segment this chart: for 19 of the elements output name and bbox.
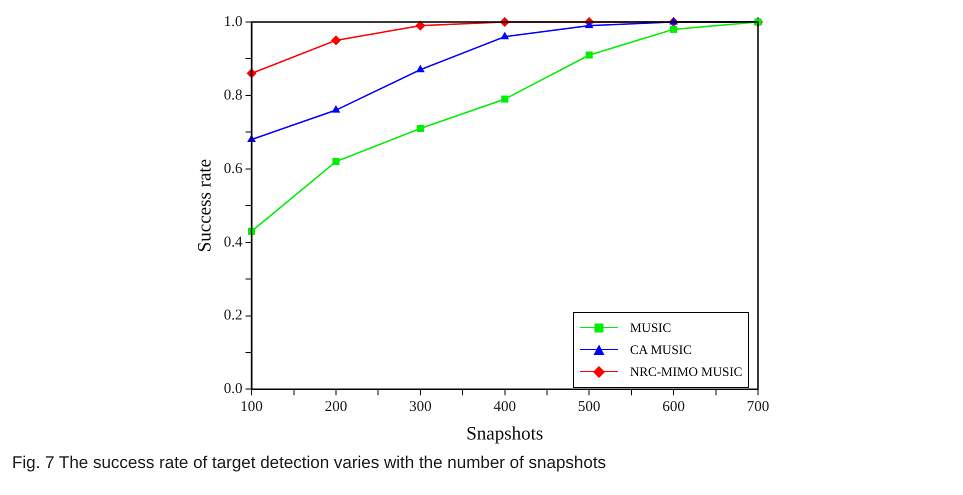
x-axis-title: Snapshots [466,424,544,445]
x-tick-label: 700 [746,399,770,416]
y-tick-label: 0.8 [224,87,243,104]
legend-label: MUSIC [630,320,672,336]
caption: Fig. 7 The success rate of target detection varies with the number of snapshots [12,453,606,473]
legend-label: NRC-MIMO MUSIC [630,364,742,380]
y-axis-title: Success rate [194,158,216,252]
x-tick-label: 200 [324,399,348,416]
y-tick-label: 0.2 [224,308,243,324]
x-tick-label: 300 [409,399,432,416]
y-tick-label: 0.6 [224,160,244,177]
x-tick-label: 100 [240,399,263,416]
x-tick-label: 400 [494,399,516,416]
y-tick-label: 0.0 [224,381,243,398]
y-tick-label: 0.4 [224,234,244,250]
y-tick-label: 1.0 [224,14,243,30]
legend-label: CA MUSIC [630,342,692,358]
x-tick-label: 500 [578,399,600,416]
x-tick-label: 600 [662,399,685,416]
